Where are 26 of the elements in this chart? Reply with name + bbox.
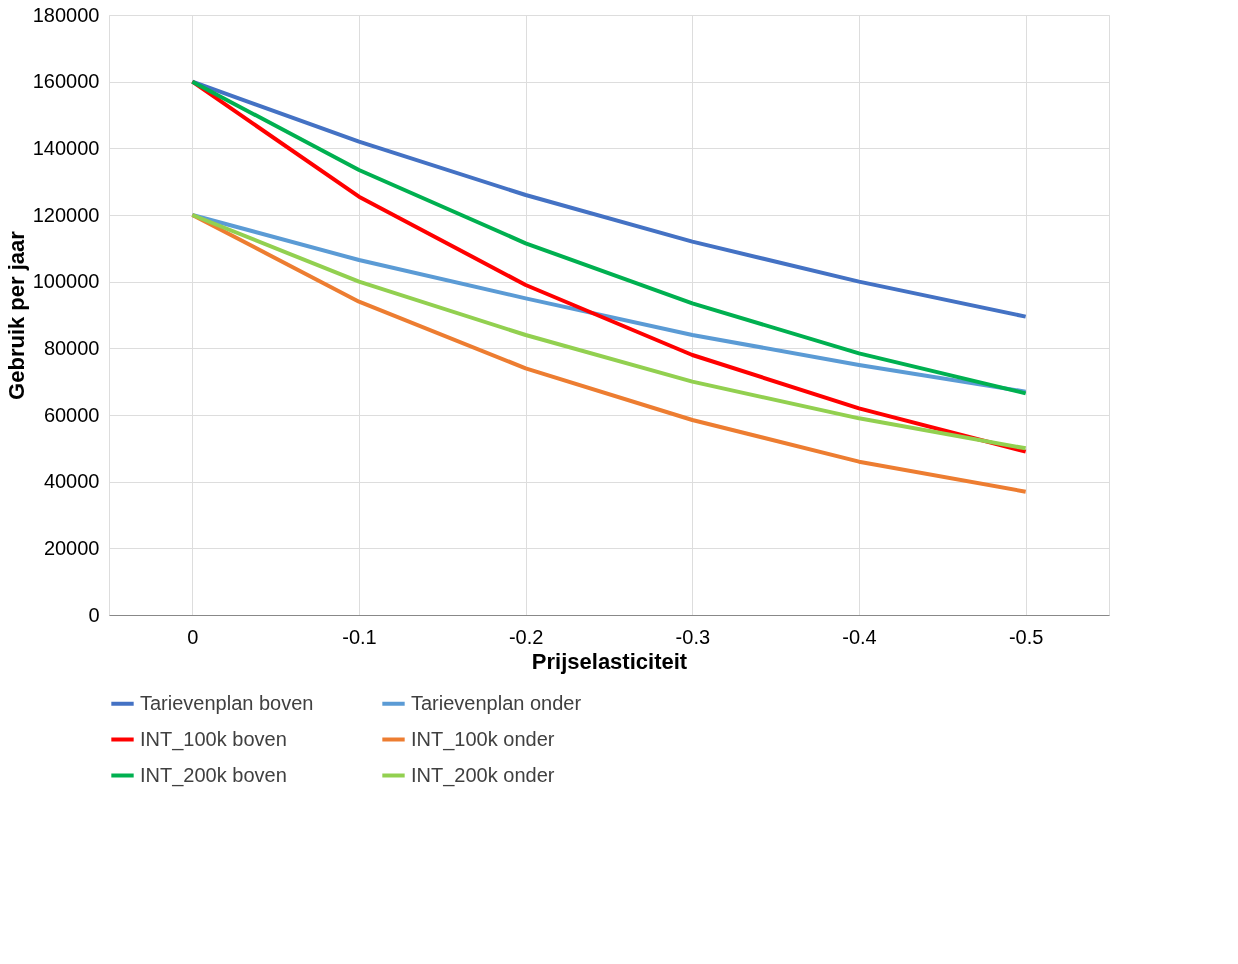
legend-label: INT_200k onder <box>411 763 555 787</box>
y-tick-label: 120000 <box>32 203 100 226</box>
legend-label: Tarievenplan onder <box>411 691 582 714</box>
y-axis-title: Gebruik per jaar <box>3 230 29 400</box>
x-axis-title: Prijselasticiteit <box>531 648 688 674</box>
legend-label: INT_200k boven <box>140 763 287 787</box>
x-tick-label: -0.1 <box>342 625 377 648</box>
x-tick-label: -0.5 <box>1008 625 1044 648</box>
x-tick-label: -0.2 <box>508 625 544 648</box>
legend-label: INT_100k onder <box>411 727 555 751</box>
x-tick-label: -0.3 <box>675 625 711 648</box>
y-tick-label: 180000 <box>32 3 100 26</box>
line-series <box>190 79 1028 396</box>
x-tick-label: 0 <box>187 625 199 648</box>
y-tick-label: 80000 <box>43 336 100 359</box>
y-tick-label: 100000 <box>32 270 100 293</box>
y-tick-label: 0 <box>88 603 100 626</box>
line-series <box>190 213 1028 451</box>
y-tick-label: 160000 <box>32 70 100 93</box>
legend-label: INT_100k boven <box>140 727 287 751</box>
legend-label: Tarievenplan boven <box>140 691 314 714</box>
y-tick-label: 140000 <box>32 136 100 159</box>
x-tick-label: -0.4 <box>842 625 877 648</box>
y-tick-label: 40000 <box>43 470 100 493</box>
y-tick-label: 60000 <box>43 403 100 426</box>
y-tick-label: 20000 <box>43 536 100 559</box>
